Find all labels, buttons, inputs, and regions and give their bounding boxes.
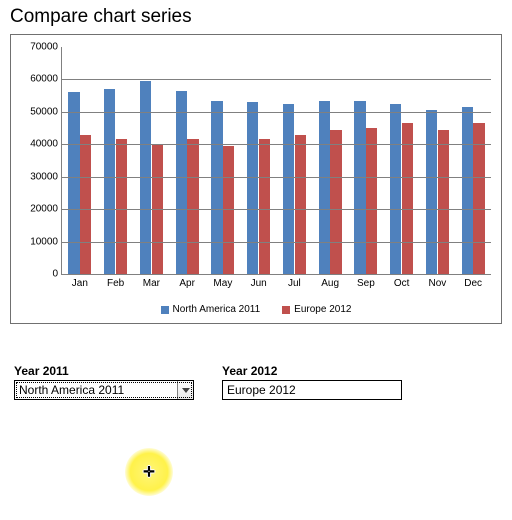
bar-europe-2012 bbox=[259, 139, 270, 274]
x-tick-label: Mar bbox=[143, 274, 160, 289]
x-tick-label: Oct bbox=[394, 274, 410, 289]
x-tick-label: Apr bbox=[179, 274, 195, 289]
bar-europe-2012 bbox=[366, 128, 377, 274]
legend-item: Europe 2012 bbox=[282, 304, 351, 315]
x-tick-label: Dec bbox=[464, 274, 482, 289]
y-tick-label: 0 bbox=[52, 269, 62, 280]
bar-north-america-2011 bbox=[426, 110, 437, 274]
bar-north-america-2011 bbox=[354, 101, 365, 274]
bar-europe-2012 bbox=[80, 135, 91, 274]
page-title: Compare chart series bbox=[10, 6, 502, 28]
series-selectors: Year 2011 North America 2011 Year 2012 E… bbox=[10, 364, 502, 400]
bar-north-america-2011 bbox=[319, 101, 330, 274]
legend-swatch bbox=[282, 306, 290, 314]
bar-europe-2012 bbox=[402, 123, 413, 274]
bar-europe-2012 bbox=[116, 139, 127, 274]
selector-left-dropdown-button[interactable] bbox=[177, 381, 193, 399]
bar-north-america-2011 bbox=[390, 104, 401, 274]
x-tick-label: Nov bbox=[428, 274, 446, 289]
bar-north-america-2011 bbox=[247, 102, 258, 274]
y-tick-label: 20000 bbox=[30, 204, 62, 215]
selector-left: Year 2011 North America 2011 bbox=[14, 364, 194, 400]
bar-north-america-2011 bbox=[104, 89, 115, 274]
bar-north-america-2011 bbox=[283, 104, 294, 274]
selector-right-combo[interactable]: Europe 2012 bbox=[222, 380, 402, 400]
selector-left-label: Year 2011 bbox=[14, 364, 194, 378]
legend-item: North America 2011 bbox=[161, 304, 261, 315]
selector-left-combo[interactable]: North America 2011 bbox=[14, 380, 194, 400]
y-tick-label: 70000 bbox=[30, 42, 62, 53]
y-tick-label: 50000 bbox=[30, 106, 62, 117]
y-tick-label: 40000 bbox=[30, 139, 62, 150]
x-tick-label: Aug bbox=[321, 274, 339, 289]
cursor-highlight: ✛ bbox=[125, 448, 173, 496]
bar-north-america-2011 bbox=[211, 101, 222, 274]
bar-north-america-2011 bbox=[68, 92, 79, 274]
bar-north-america-2011 bbox=[176, 91, 187, 274]
y-tick-label: 30000 bbox=[30, 171, 62, 182]
bar-europe-2012 bbox=[295, 135, 306, 274]
legend-label: Europe 2012 bbox=[294, 304, 351, 315]
legend-label: North America 2011 bbox=[173, 304, 261, 315]
x-tick-label: Feb bbox=[107, 274, 124, 289]
bar-europe-2012 bbox=[473, 123, 484, 274]
x-tick-label: May bbox=[213, 274, 232, 289]
chart-legend: North America 2011 Europe 2012 bbox=[11, 304, 501, 315]
selector-right-label: Year 2012 bbox=[222, 364, 402, 378]
chevron-down-icon bbox=[182, 388, 190, 393]
selector-right-value: Europe 2012 bbox=[223, 381, 401, 399]
y-tick-label: 10000 bbox=[30, 236, 62, 247]
chart-plot-area: 010000200003000040000500006000070000JanF… bbox=[61, 47, 491, 275]
x-tick-label: Sep bbox=[357, 274, 375, 289]
legend-swatch bbox=[161, 306, 169, 314]
bar-europe-2012 bbox=[438, 130, 449, 274]
selector-left-value: North America 2011 bbox=[15, 381, 177, 399]
x-tick-label: Jul bbox=[288, 274, 301, 289]
selector-right: Year 2012 Europe 2012 bbox=[222, 364, 402, 400]
x-tick-label: Jun bbox=[251, 274, 267, 289]
y-tick-label: 60000 bbox=[30, 74, 62, 85]
cursor-plus-icon: ✛ bbox=[143, 464, 155, 481]
bar-north-america-2011 bbox=[462, 107, 473, 274]
bar-europe-2012 bbox=[330, 130, 341, 274]
compare-chart: 0 10000 20000 30000 40000 50000 60000 70000 Jan F… bbox=[10, 34, 502, 324]
chart-bars bbox=[62, 47, 491, 274]
x-tick-label: Jan bbox=[72, 274, 88, 289]
bar-europe-2012 bbox=[187, 139, 198, 274]
